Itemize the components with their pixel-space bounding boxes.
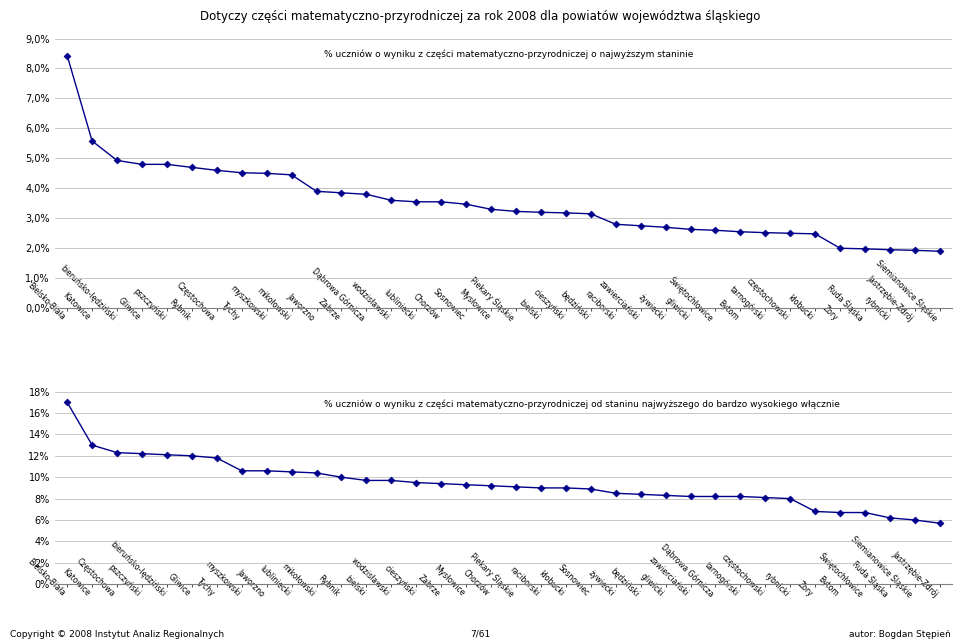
Text: Dotyczy części matematyczno-przyrodniczej za rok 2008 dla powiatów województwa ś: Dotyczy części matematyczno-przyrodnicze… — [200, 10, 760, 23]
Text: autor: Bogdan Stępień: autor: Bogdan Stępień — [849, 630, 950, 639]
Text: % uczniów o wyniku z części matematyczno-przyrodniczej od staninu najwyższego do: % uczniów o wyniku z części matematyczno… — [324, 399, 840, 409]
Text: % uczniów o wyniku z części matematyczno-przyrodniczej o najwyższym staninie: % uczniów o wyniku z części matematyczno… — [324, 49, 693, 59]
Text: 7/61: 7/61 — [469, 630, 491, 639]
Text: Copyright © 2008 Instytut Analiz Regionalnych: Copyright © 2008 Instytut Analiz Regiona… — [10, 630, 224, 639]
